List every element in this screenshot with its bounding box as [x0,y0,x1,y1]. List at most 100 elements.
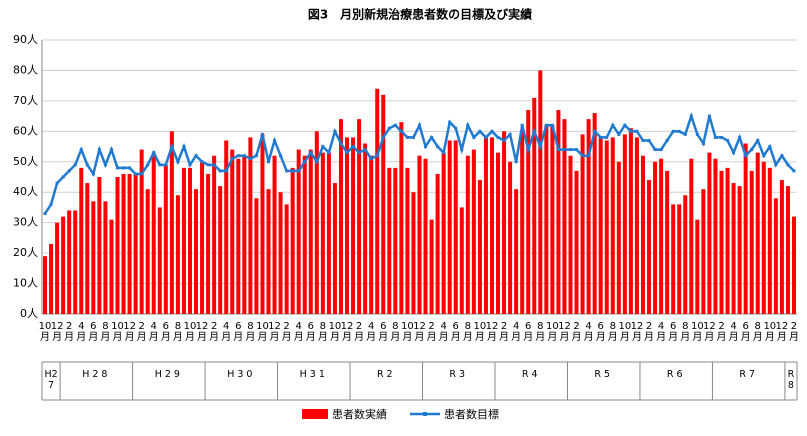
line-marker [122,166,126,170]
x-tick-label: 6月 [595,321,606,343]
bar [544,125,549,314]
line-marker [73,163,77,167]
line-marker [671,129,675,133]
line-marker [641,138,645,142]
x-tick-label: 12月 [485,321,499,343]
x-tick-label: 10月 [38,321,52,343]
bar [616,161,621,314]
bar [284,204,289,314]
era-label: R2 [376,369,396,380]
y-tick-label: 10人 [13,277,38,290]
line-marker [128,166,132,170]
line-marker [526,148,530,152]
bar [502,131,507,314]
line-marker [61,175,65,179]
bar [49,243,54,314]
bar [121,173,126,314]
x-tick-label: 10月 [183,321,197,343]
bar [393,167,398,314]
bar [296,149,301,314]
line-marker [562,148,566,152]
x-tick-label: 8月 [752,321,763,343]
line-marker [689,114,693,118]
bar [278,192,283,314]
line-marker [91,172,95,176]
line-marker [611,123,615,127]
line-marker [454,126,458,130]
bar [145,189,150,314]
x-tick-label: 6月 [740,321,751,343]
line-marker [587,154,591,158]
bar [260,134,265,314]
bar [55,222,60,314]
line-marker [677,129,681,133]
line-marker [744,154,748,158]
bar [109,219,114,314]
line-marker [291,169,295,173]
line-marker [436,145,440,149]
line-marker [575,148,579,152]
line-marker [424,145,428,149]
line-marker [333,129,337,133]
x-tick-label: 10月 [256,321,269,343]
line-marker [109,148,113,152]
line-marker [792,169,796,173]
line-marker [188,163,192,167]
bar [574,170,579,314]
bar [634,137,639,314]
line-marker [756,138,760,142]
line-marker [309,151,313,155]
line-marker [665,138,669,142]
x-tick-label: 10月 [618,321,632,343]
bar [206,173,211,314]
bar [314,131,319,314]
bar [749,170,754,314]
line-marker [146,163,150,167]
era-label: H27 [44,369,58,391]
x-tick-label: 10月 [328,321,342,343]
bar [508,161,513,314]
bar [453,140,458,314]
bar [181,167,186,314]
bar [640,155,645,314]
bar [713,158,718,314]
y-tick-label: 70人 [13,94,38,107]
bar [719,170,724,314]
line-marker [327,151,331,155]
bar [725,167,730,314]
line-marker [67,169,71,173]
bar [254,198,259,314]
x-tick-label: 4月 [583,321,594,343]
bar [194,189,199,314]
line-marker [363,148,367,152]
bar [683,195,688,314]
bar [755,152,760,314]
bar [381,94,386,314]
line-marker [695,132,699,136]
bar [230,149,235,314]
line-marker [532,129,536,133]
x-tick-label: 2月 [209,321,220,343]
bar [187,167,192,314]
bar [496,152,501,314]
bar [133,173,138,314]
y-tick-label: 50人 [13,155,38,168]
era-label: R7 [739,369,758,380]
y-tick-label: 90人 [13,33,38,46]
line-marker [285,169,289,173]
x-tick-label: 2月 [499,321,510,343]
x-tick-label: 6月 [668,321,679,343]
x-tick-label: 4月 [221,321,232,343]
x-tick-label: 8月 [390,321,401,343]
line-marker [411,135,415,139]
x-tick-label: 8月 [100,321,111,343]
x-tick-label: 6月 [523,321,534,343]
x-tick-label: 8月 [680,321,691,343]
line-marker [556,148,560,152]
bar [175,195,180,314]
bar [212,155,217,314]
x-tick-label: 10月 [690,321,704,343]
line-marker [720,135,723,139]
line-marker [393,123,397,127]
line-marker [218,169,222,173]
